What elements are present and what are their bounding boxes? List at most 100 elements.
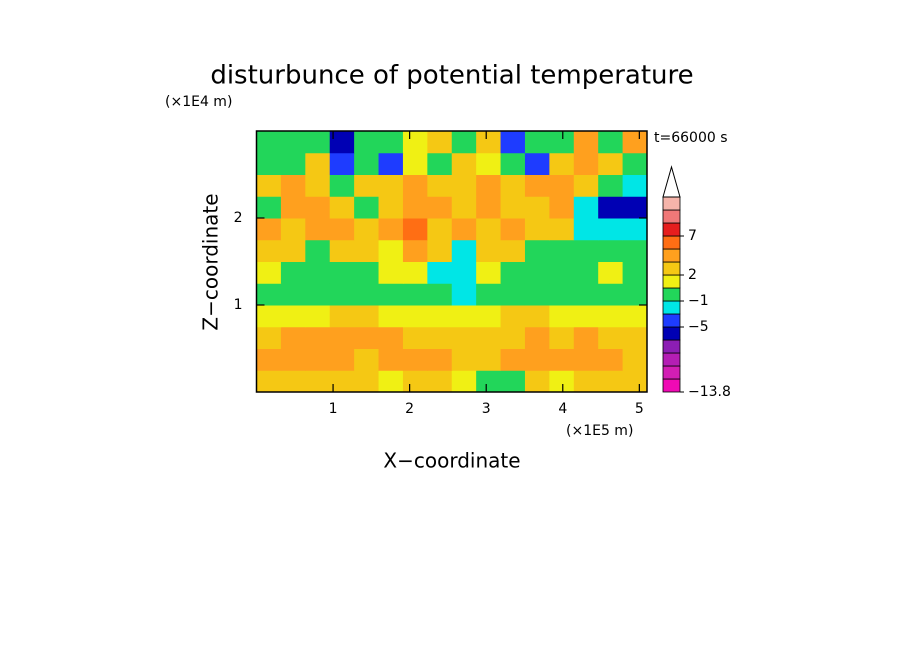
contour-cell	[256, 152, 282, 175]
contour-cell	[573, 174, 599, 197]
contour-cell	[500, 174, 526, 197]
contour-cell	[622, 218, 648, 241]
contour-cell	[476, 239, 502, 262]
contour-cell	[305, 283, 331, 306]
x-tick-label: 1	[329, 401, 338, 417]
contour-cell	[378, 348, 404, 371]
contour-cell	[402, 305, 428, 328]
contour-cell	[378, 152, 404, 175]
colorbar-box	[662, 248, 681, 263]
contour-cell	[573, 283, 599, 306]
x-unit: (×1E5 m)	[566, 423, 633, 439]
contour-cell	[549, 152, 575, 175]
contour-cell	[451, 326, 477, 349]
contour-cell	[476, 174, 502, 197]
contour-cell	[622, 370, 648, 393]
contour-cell	[402, 218, 428, 241]
colorbar-box	[662, 378, 681, 393]
contour-cell	[476, 196, 502, 219]
colorbar-box	[662, 300, 681, 315]
contour-cell	[598, 196, 624, 219]
contour-cell	[256, 348, 282, 371]
contour-cell	[549, 305, 575, 328]
contour-cell	[573, 261, 599, 284]
y-tick-label: 2	[234, 210, 243, 226]
contour-cell	[305, 218, 331, 241]
contour-cell	[598, 131, 624, 154]
contour-cell	[329, 348, 355, 371]
contour-cell	[354, 239, 380, 262]
contour-cell	[427, 283, 453, 306]
contour-cell	[573, 196, 599, 219]
contour-cell	[427, 348, 453, 371]
contour-cell	[280, 152, 306, 175]
contour-cell	[402, 348, 428, 371]
contour-cell	[256, 174, 282, 197]
contour-cell	[402, 261, 428, 284]
contour-cell	[427, 370, 453, 393]
contour-cell	[622, 261, 648, 284]
contour-cell	[378, 305, 404, 328]
contour-cell	[622, 326, 648, 349]
contour-cell	[500, 218, 526, 241]
contour-cell	[598, 261, 624, 284]
contour-cell	[354, 283, 380, 306]
contour-cell	[524, 348, 550, 371]
contour-cell	[549, 131, 575, 154]
contour-cell	[280, 305, 306, 328]
contour-cell	[305, 239, 331, 262]
contour-cell	[329, 218, 355, 241]
contour-cell	[329, 174, 355, 197]
contour-cell	[500, 239, 526, 262]
contour-cell	[427, 131, 453, 154]
contour-cell	[573, 326, 599, 349]
colorbar-box	[662, 326, 681, 341]
contour-cell	[573, 370, 599, 393]
contour-cell	[476, 152, 502, 175]
contour-cell	[280, 174, 306, 197]
contour-cell	[451, 131, 477, 154]
contour-cell	[427, 261, 453, 284]
contour-cell	[329, 131, 355, 154]
contour-cell	[622, 348, 648, 371]
contour-cell	[500, 326, 526, 349]
contour-cell	[280, 218, 306, 241]
contour-cell	[476, 348, 502, 371]
colorbar-box	[662, 352, 681, 367]
contour-cell	[305, 174, 331, 197]
contour-cell	[402, 152, 428, 175]
contour-cell	[402, 326, 428, 349]
colorbar-box	[662, 365, 681, 380]
contour-cell	[451, 218, 477, 241]
contour-cell	[427, 305, 453, 328]
annotation: t=66000 s	[654, 130, 728, 146]
contour-cell	[451, 261, 477, 284]
contour-cell	[500, 283, 526, 306]
contour-cell	[549, 218, 575, 241]
contour-cell	[451, 239, 477, 262]
contour-cell	[329, 261, 355, 284]
contour-cell	[549, 239, 575, 262]
contour-cell	[402, 131, 428, 154]
colorbar-tick-label: −5	[688, 319, 709, 335]
contour-cell	[427, 239, 453, 262]
colorbar-box	[662, 287, 681, 302]
contour-cell	[476, 218, 502, 241]
contour-cell	[476, 326, 502, 349]
contour-cell	[598, 152, 624, 175]
contour-cell	[622, 174, 648, 197]
contour-cell	[378, 218, 404, 241]
contour-cell	[476, 283, 502, 306]
contour-cell	[402, 174, 428, 197]
contour-cell	[378, 283, 404, 306]
contour-cell	[354, 196, 380, 219]
contour-cell	[622, 239, 648, 262]
contour-cell	[280, 239, 306, 262]
contour-cell	[451, 305, 477, 328]
y-unit: (×1E4 m)	[165, 94, 232, 110]
contour-cell	[524, 239, 550, 262]
contour-cell	[451, 370, 477, 393]
contour-cell	[329, 326, 355, 349]
colorbar-box	[662, 274, 681, 289]
contour-cell	[573, 218, 599, 241]
